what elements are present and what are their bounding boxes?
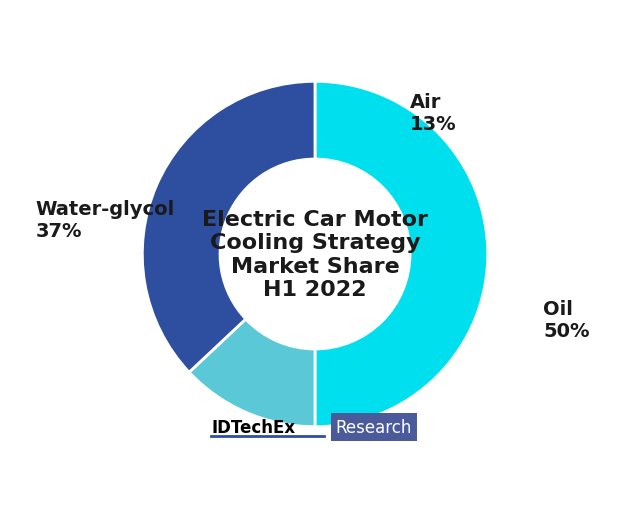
- Text: Market Share: Market Share: [231, 256, 399, 276]
- Text: IDTechEx: IDTechEx: [212, 418, 295, 436]
- Text: Cooling Strategy: Cooling Strategy: [210, 233, 420, 253]
- Text: Water-glycol
37%: Water-glycol 37%: [35, 200, 175, 240]
- Wedge shape: [315, 82, 488, 427]
- Text: Electric Car Motor: Electric Car Motor: [202, 210, 428, 230]
- Wedge shape: [142, 82, 315, 373]
- Text: Air
13%: Air 13%: [410, 93, 457, 134]
- Text: Research: Research: [336, 418, 412, 436]
- Wedge shape: [189, 319, 315, 427]
- Text: Oil
50%: Oil 50%: [543, 299, 590, 341]
- Text: H1 2022: H1 2022: [263, 279, 367, 299]
